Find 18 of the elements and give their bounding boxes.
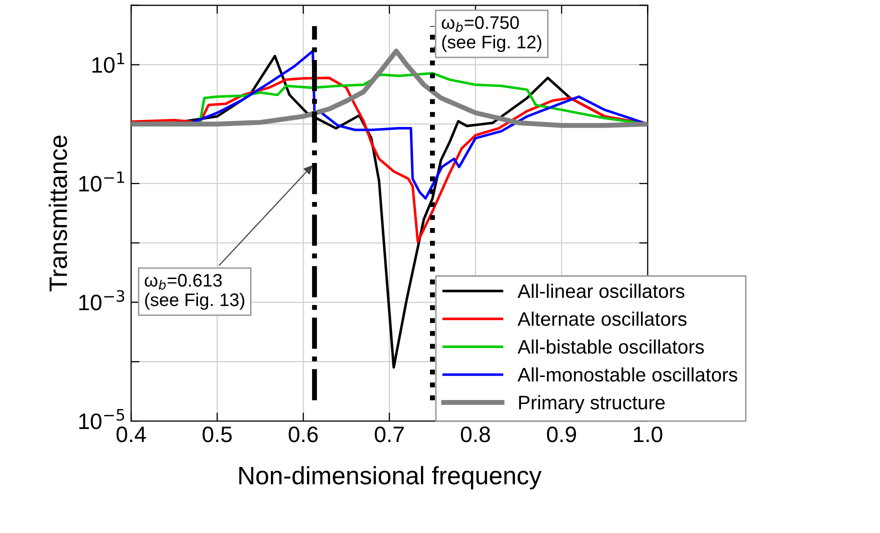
- x-tick-label: 0.5: [202, 426, 232, 442]
- x-tick-label: 0.7: [374, 426, 404, 442]
- legend-label: All-linear oscillators: [518, 284, 684, 298]
- x-tick-label: 1.0: [634, 426, 662, 442]
- x-tick-label: 0.8: [460, 426, 490, 442]
- x-tick-label: 0.6: [288, 426, 318, 442]
- annotation: ω$_{b}$=0.750 (see Fig. 12): [442, 16, 542, 52]
- legend-label: Alternate oscillators: [518, 312, 687, 326]
- y-axis-title: Transmittance: [48, 136, 68, 292]
- legend-label: Primary structure: [519, 395, 665, 414]
- legend-label: All-bistable oscillators: [518, 339, 704, 354]
- x-axis-title: Non-dimensional frequency: [239, 466, 542, 490]
- annotation: ω$_{b}$=0.613 (see Fig. 13): [144, 274, 244, 310]
- legend-label: All-monostable oscillators: [518, 367, 738, 382]
- y-tick-label: 10$^{−3}$: [79, 290, 124, 310]
- y-tick-label: 10$^{−1}$: [79, 172, 124, 192]
- y-tick-label: 10$^{1}$: [92, 52, 124, 73]
- x-tick-label: 0.9: [547, 426, 576, 442]
